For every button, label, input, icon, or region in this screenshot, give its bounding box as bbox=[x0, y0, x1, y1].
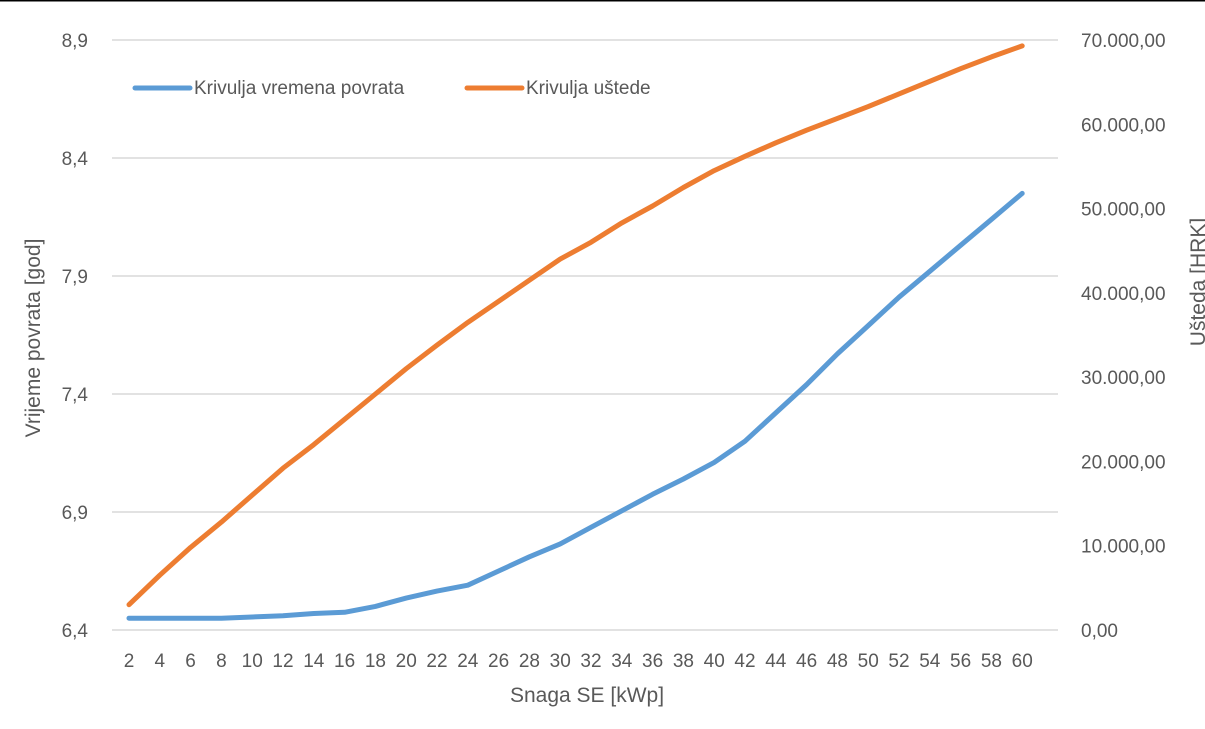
legend-label-savings: Krivulja uštede bbox=[526, 78, 651, 99]
x-tick-label: 38 bbox=[673, 651, 694, 672]
x-tick-label: 18 bbox=[365, 651, 386, 672]
x-tick-label: 22 bbox=[426, 651, 447, 672]
x-tick-label: 26 bbox=[488, 651, 509, 672]
x-tick-label: 56 bbox=[950, 651, 971, 672]
right-axis-ticks: 0,00 10.000,00 20.000,00 30.000,00 40.000,00… bbox=[1081, 31, 1166, 642]
x-tick-label: 20 bbox=[396, 651, 417, 672]
payback-series-line bbox=[126, 190, 1025, 621]
x-tick-label: 48 bbox=[827, 651, 848, 672]
y-right-axis-title: Ušteda [HRK] bbox=[1187, 218, 1205, 346]
x-tick-label: 36 bbox=[642, 651, 663, 672]
y-right-tick-label: 40.000,00 bbox=[1081, 284, 1166, 305]
x-tick-label: 12 bbox=[272, 651, 293, 672]
y-left-tick-label: 7,9 bbox=[62, 267, 88, 288]
y-right-tick-label: 60.000,00 bbox=[1081, 115, 1166, 136]
y-right-tick-label: 20.000,00 bbox=[1081, 452, 1166, 473]
x-axis-title: Snaga SE [kWp] bbox=[510, 684, 664, 707]
x-tick-label: 34 bbox=[611, 651, 633, 672]
y-left-tick-label: 6,9 bbox=[62, 503, 88, 524]
x-tick-label: 6 bbox=[185, 651, 196, 672]
x-tick-label: 50 bbox=[858, 651, 879, 672]
y-right-tick-label: 10.000,00 bbox=[1081, 537, 1166, 558]
x-tick-label: 30 bbox=[550, 651, 571, 672]
y-right-tick-label: 50.000,00 bbox=[1081, 200, 1166, 221]
y-right-tick-label: 30.000,00 bbox=[1081, 368, 1166, 389]
legend-label-payback: Krivulja vremena povrata bbox=[194, 78, 405, 99]
x-tick-label: 60 bbox=[1012, 651, 1033, 672]
y-left-axis-title: Vrijeme povrata [god] bbox=[22, 239, 45, 438]
y-right-tick-label: 0,00 bbox=[1081, 621, 1118, 642]
x-tick-label: 10 bbox=[242, 651, 263, 672]
legend: Krivulja vremena povrata Krivulja uštede bbox=[132, 78, 651, 99]
x-tick-label: 46 bbox=[796, 651, 817, 672]
y-left-tick-label: 8,9 bbox=[62, 31, 88, 52]
x-tick-label: 28 bbox=[519, 651, 540, 672]
gridlines bbox=[112, 39, 1058, 631]
legend-item-payback: Krivulja vremena povrata bbox=[132, 78, 405, 99]
x-tick-label: 8 bbox=[216, 651, 227, 672]
series-lines bbox=[126, 43, 1025, 621]
x-tick-label: 14 bbox=[303, 651, 325, 672]
y-left-tick-label: 7,4 bbox=[62, 385, 89, 406]
y-left-tick-label: 6,4 bbox=[62, 621, 89, 642]
x-tick-label: 32 bbox=[580, 651, 601, 672]
x-tick-label: 16 bbox=[334, 651, 355, 672]
x-tick-label: 52 bbox=[888, 651, 909, 672]
x-tick-label: 4 bbox=[155, 651, 166, 672]
x-tick-label: 40 bbox=[704, 651, 725, 672]
legend-item-savings: Krivulja uštede bbox=[464, 78, 651, 99]
x-tick-label: 42 bbox=[734, 651, 755, 672]
x-tick-label: 24 bbox=[457, 651, 479, 672]
y-right-tick-label: 70.000,00 bbox=[1081, 31, 1166, 52]
top-border bbox=[0, 0, 1205, 2]
y-left-tick-label: 8,4 bbox=[62, 149, 89, 170]
x-tick-label: 58 bbox=[981, 651, 1002, 672]
left-axis-ticks: 6,4 6,9 7,4 7,9 8,4 8,9 bbox=[62, 31, 89, 642]
x-tick-label: 2 bbox=[124, 651, 135, 672]
x-tick-label: 44 bbox=[765, 651, 787, 672]
savings-series-line bbox=[126, 43, 1025, 608]
x-axis-ticks: 2 4 6 8 10 12 14 16 18 20 22 24 26 28 30 32 34 36 38 40 42 44… bbox=[124, 651, 1033, 672]
x-tick-label: 54 bbox=[919, 651, 941, 672]
